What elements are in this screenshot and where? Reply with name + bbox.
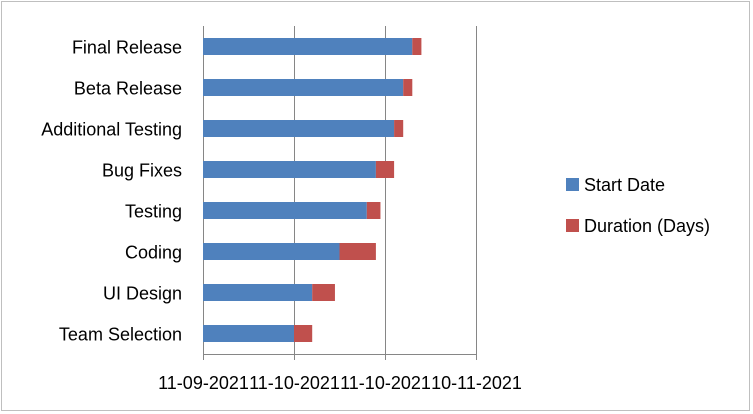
bar-start-date bbox=[203, 325, 294, 342]
bar-start-date bbox=[203, 202, 367, 219]
category-labels: Final Release Beta Release Additional Test… bbox=[41, 38, 182, 345]
x-tick-label: 11-09-2021 bbox=[158, 373, 249, 393]
category-label: Final Release bbox=[72, 38, 182, 58]
bar-duration bbox=[412, 38, 422, 55]
category-label: Additional Testing bbox=[41, 120, 182, 140]
category-label: Bug Fixes bbox=[102, 161, 182, 181]
bar-start-date bbox=[203, 38, 413, 55]
gridlines bbox=[203, 26, 477, 354]
legend-label: Duration (Days) bbox=[584, 216, 710, 236]
category-label: Team Selection bbox=[59, 325, 182, 345]
x-tick-label: 11-10-2021 bbox=[249, 373, 340, 393]
bar-duration bbox=[312, 284, 335, 301]
bar-duration bbox=[339, 243, 376, 260]
bar-duration bbox=[366, 202, 381, 219]
category-label: UI Design bbox=[103, 284, 182, 304]
legend-label: Start Date bbox=[584, 175, 665, 195]
bar-start-date bbox=[203, 79, 404, 96]
bar-start-date bbox=[203, 120, 395, 137]
legend-swatch bbox=[566, 178, 579, 191]
x-tick-label: 11-10-2021 bbox=[340, 373, 431, 393]
bar-start-date bbox=[203, 161, 376, 178]
x-tick-labels: 11-09-2021 11-10-2021 11-10-2021 10-11-2021 bbox=[158, 373, 522, 393]
bar-start-date bbox=[203, 243, 340, 260]
bar-start-date bbox=[203, 284, 313, 301]
bar-duration bbox=[294, 325, 313, 342]
bars bbox=[203, 38, 422, 342]
bar-duration bbox=[394, 120, 404, 137]
legend-swatch bbox=[566, 219, 579, 232]
legend: Start Date Duration (Days) bbox=[566, 175, 710, 236]
category-label: Testing bbox=[125, 202, 182, 222]
category-label: Coding bbox=[125, 243, 182, 263]
category-label: Beta Release bbox=[74, 79, 182, 99]
bar-duration bbox=[403, 79, 413, 96]
x-axis bbox=[203, 354, 477, 360]
bar-duration bbox=[375, 161, 395, 178]
x-tick-label: 10-11-2021 bbox=[431, 373, 522, 393]
